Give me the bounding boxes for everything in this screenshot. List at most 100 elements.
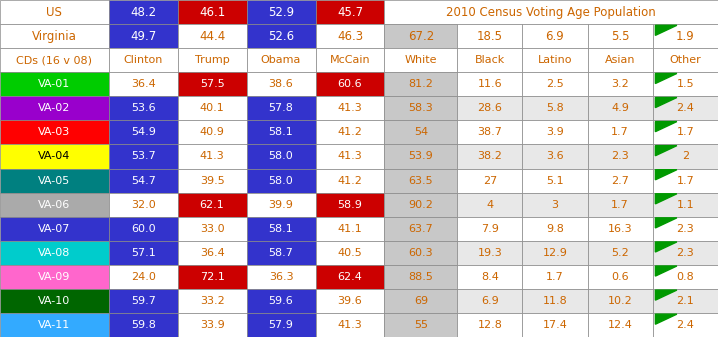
Bar (108, 313, 177, 337)
Text: 2.4: 2.4 (676, 320, 694, 330)
Bar (108, 120, 177, 145)
Text: VA-09: VA-09 (38, 272, 70, 282)
Text: 44.4: 44.4 (199, 30, 225, 42)
Bar (177, 265, 246, 289)
Text: 54: 54 (414, 127, 428, 137)
Text: 41.2: 41.2 (337, 127, 363, 137)
Text: 5.1: 5.1 (546, 176, 564, 186)
Text: 41.3: 41.3 (337, 320, 363, 330)
Text: 2.3: 2.3 (611, 151, 629, 161)
Bar (108, 72, 177, 96)
Bar (587, 168, 653, 192)
Text: 58.0: 58.0 (269, 151, 294, 161)
Bar (457, 48, 523, 72)
Bar (315, 313, 384, 337)
Bar (384, 313, 457, 337)
Text: 4: 4 (486, 200, 493, 210)
Bar (653, 313, 718, 337)
Bar (384, 241, 457, 265)
Bar (108, 48, 177, 72)
Bar (653, 48, 718, 72)
Text: Clinton: Clinton (123, 55, 163, 65)
Bar (108, 24, 177, 48)
Bar (0, 72, 108, 96)
Bar (0, 168, 108, 192)
Polygon shape (656, 218, 677, 228)
Bar (177, 48, 246, 72)
Text: 72.1: 72.1 (200, 272, 225, 282)
Bar (108, 96, 177, 120)
Text: 41.3: 41.3 (337, 151, 363, 161)
Bar (457, 24, 523, 48)
Bar (384, 120, 457, 145)
Bar (315, 96, 384, 120)
Text: 11.8: 11.8 (543, 296, 567, 306)
Text: 36.4: 36.4 (200, 248, 225, 258)
Bar (108, 145, 177, 168)
Polygon shape (656, 97, 677, 108)
Bar (108, 265, 177, 289)
Bar (315, 192, 384, 217)
Text: CDs (16 v 08): CDs (16 v 08) (17, 55, 93, 65)
Text: 58.0: 58.0 (269, 176, 294, 186)
Bar (653, 96, 718, 120)
Bar (457, 217, 523, 241)
Bar (587, 241, 653, 265)
Text: 62.1: 62.1 (200, 200, 225, 210)
Text: 2.5: 2.5 (546, 79, 564, 89)
Text: 39.6: 39.6 (337, 296, 363, 306)
Bar (0, 48, 108, 72)
Text: 52.6: 52.6 (268, 30, 294, 42)
Bar (177, 313, 246, 337)
Text: 59.6: 59.6 (269, 296, 294, 306)
Bar (315, 168, 384, 192)
Text: 57.8: 57.8 (269, 103, 294, 113)
Bar (0, 192, 108, 217)
Text: 12.9: 12.9 (543, 248, 567, 258)
Bar (246, 145, 315, 168)
Text: VA-02: VA-02 (38, 103, 70, 113)
Bar (315, 0, 384, 24)
Text: 88.5: 88.5 (409, 272, 433, 282)
Bar (457, 289, 523, 313)
Bar (523, 168, 587, 192)
Bar (315, 72, 384, 96)
Text: 5.5: 5.5 (611, 30, 630, 42)
Bar (246, 24, 315, 48)
Bar (653, 145, 718, 168)
Text: Latino: Latino (538, 55, 572, 65)
Bar (108, 289, 177, 313)
Text: 38.6: 38.6 (269, 79, 294, 89)
Text: 33.9: 33.9 (200, 320, 225, 330)
Text: 41.3: 41.3 (200, 151, 225, 161)
Bar (108, 241, 177, 265)
Bar (315, 48, 384, 72)
Bar (523, 24, 587, 48)
Text: 3.2: 3.2 (611, 79, 629, 89)
Text: 58.1: 58.1 (269, 127, 294, 137)
Bar (0, 241, 108, 265)
Text: 1.7: 1.7 (546, 272, 564, 282)
Bar (315, 120, 384, 145)
Bar (523, 96, 587, 120)
Text: 2.1: 2.1 (676, 296, 694, 306)
Text: Obama: Obama (261, 55, 302, 65)
Text: 53.9: 53.9 (409, 151, 433, 161)
Bar (384, 192, 457, 217)
Bar (246, 48, 315, 72)
Text: 19.3: 19.3 (477, 248, 502, 258)
Bar (0, 0, 108, 24)
Text: 49.7: 49.7 (130, 30, 157, 42)
Bar (457, 145, 523, 168)
Text: Black: Black (475, 55, 505, 65)
Bar (108, 168, 177, 192)
Text: 54.7: 54.7 (131, 176, 156, 186)
Text: 55: 55 (414, 320, 428, 330)
Bar (653, 168, 718, 192)
Text: 18.5: 18.5 (477, 30, 503, 42)
Text: 0.6: 0.6 (612, 272, 629, 282)
Text: 67.2: 67.2 (408, 30, 434, 42)
Bar (384, 24, 457, 48)
Bar (523, 289, 587, 313)
Text: 11.6: 11.6 (477, 79, 502, 89)
